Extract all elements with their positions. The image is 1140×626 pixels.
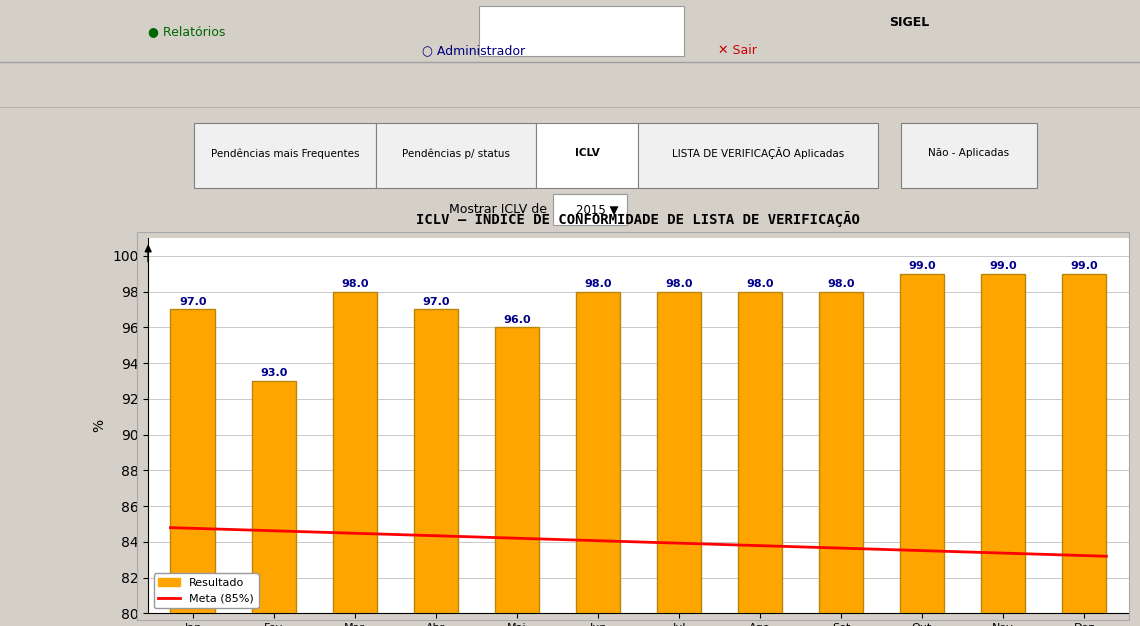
Text: 98.0: 98.0 [584, 279, 612, 289]
FancyBboxPatch shape [901, 123, 1037, 188]
Text: 97.0: 97.0 [179, 297, 206, 307]
Y-axis label: %: % [92, 419, 106, 432]
Text: LISTA DE VERIFICAÇÃO Aplicadas: LISTA DE VERIFICAÇÃO Aplicadas [671, 147, 845, 160]
FancyBboxPatch shape [194, 123, 376, 188]
Text: Pendências mais Frequentes: Pendências mais Frequentes [211, 148, 359, 158]
Text: Pendências p/ status: Pendências p/ status [402, 148, 510, 158]
FancyBboxPatch shape [536, 123, 638, 188]
Text: 99.0: 99.0 [990, 261, 1017, 271]
Text: 98.0: 98.0 [341, 279, 368, 289]
Bar [738, 292, 782, 613]
Bar [414, 309, 458, 613]
Bar [576, 292, 620, 613]
Text: Não - Aplicadas: Não - Aplicadas [928, 148, 1010, 158]
Text: 99.0: 99.0 [1070, 261, 1098, 271]
Text: 98.0: 98.0 [665, 279, 693, 289]
Bar [479, 6, 684, 56]
Text: ○ Administrador: ○ Administrador [422, 44, 524, 57]
Text: 98.0: 98.0 [747, 279, 774, 289]
Bar [553, 195, 627, 225]
Legend: Resultado, Meta (85%): Resultado, Meta (85%) [154, 573, 259, 608]
Bar [171, 309, 215, 613]
Text: SIGEL: SIGEL [889, 16, 929, 29]
Text: Mostrar ICLV de: Mostrar ICLV de [449, 203, 547, 216]
Text: ✕ Sair: ✕ Sair [718, 44, 757, 57]
Bar [495, 327, 539, 613]
Title: ICLV – ÍNDICE DE CONFORMIDADE DE LISTA DE VERIFICAÇÃO: ICLV – ÍNDICE DE CONFORMIDADE DE LISTA D… [416, 211, 861, 227]
Bar [252, 381, 296, 613]
Text: 96.0: 96.0 [503, 315, 531, 325]
Text: 2015 ▼: 2015 ▼ [576, 203, 618, 216]
Text: 97.0: 97.0 [422, 297, 449, 307]
Text: ● Relatórios: ● Relatórios [148, 25, 226, 38]
Bar [980, 274, 1025, 613]
Text: 98.0: 98.0 [828, 279, 855, 289]
Bar [1061, 274, 1106, 613]
Bar [657, 292, 701, 613]
Text: 99.0: 99.0 [909, 261, 936, 271]
FancyBboxPatch shape [638, 123, 878, 188]
Text: ICLV: ICLV [575, 148, 600, 158]
FancyBboxPatch shape [376, 123, 536, 188]
Bar [899, 274, 944, 613]
Bar [819, 292, 863, 613]
Bar [333, 292, 377, 613]
Text: 93.0: 93.0 [260, 368, 287, 378]
